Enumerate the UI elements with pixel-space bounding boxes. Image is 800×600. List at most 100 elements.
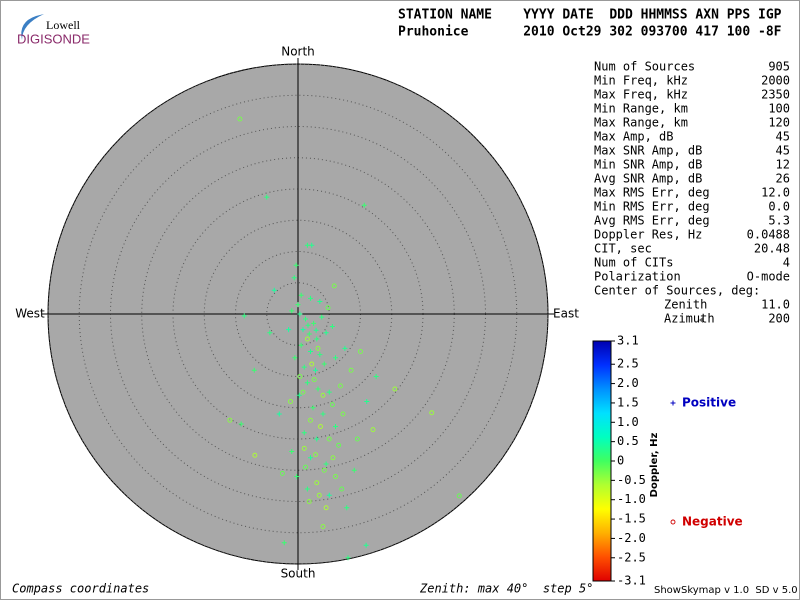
point-circle xyxy=(326,436,332,442)
colorbar-tick-label: -1.5 xyxy=(617,512,646,526)
icon xyxy=(699,317,703,323)
point-plus xyxy=(323,461,329,467)
point-plus xyxy=(317,299,323,304)
point-circle xyxy=(333,474,338,479)
point-plus xyxy=(329,324,335,329)
stat-value: 20.48 xyxy=(754,242,790,256)
point-plus xyxy=(303,316,308,322)
point-plus xyxy=(308,455,313,461)
point-circle xyxy=(330,455,336,461)
point-plus xyxy=(293,262,299,268)
point-circle xyxy=(320,392,326,398)
point-plus xyxy=(291,275,297,281)
stat-value: 2000 xyxy=(761,74,790,88)
point-circle xyxy=(237,116,243,122)
stat-label: Min Freq, kHz xyxy=(594,74,688,88)
point-plus xyxy=(344,505,350,511)
point-circle xyxy=(323,505,329,511)
point-plus xyxy=(238,421,244,427)
colorbar-tick-label: 1.5 xyxy=(617,395,639,409)
point-circle xyxy=(354,436,360,442)
point-circle xyxy=(329,402,335,408)
stat-value: 2350 xyxy=(761,88,790,102)
center-label: Zenith xyxy=(664,298,707,312)
point-circle xyxy=(300,389,306,395)
colorbar-tick-label: 3.1 xyxy=(617,334,639,348)
direction-label: West xyxy=(15,307,45,321)
point-plus xyxy=(276,411,282,417)
point-circle xyxy=(301,445,307,451)
point-plus xyxy=(286,327,292,333)
colorbar-label: Doppler, Hz xyxy=(649,433,660,498)
stat-value: 0.0488 xyxy=(747,228,790,242)
point-circle xyxy=(318,424,323,429)
point-plus xyxy=(320,411,326,417)
colorbar-tick-label: 0.5 xyxy=(617,434,639,448)
stat-value: 45 xyxy=(776,144,790,158)
point-circle xyxy=(321,467,327,473)
center-value: 11.0 xyxy=(761,298,790,312)
point-circle xyxy=(336,442,342,448)
stat-label: Min SNR Amp, dB xyxy=(594,158,702,172)
point-plus xyxy=(300,327,306,333)
point-plus xyxy=(297,311,303,317)
point-plus xyxy=(304,242,310,248)
point-circle xyxy=(314,480,320,486)
point-plus xyxy=(292,355,298,361)
point-circle xyxy=(320,524,326,529)
point-plus xyxy=(308,349,313,354)
direction-label: East xyxy=(553,307,579,321)
stat-label: Max Range, km xyxy=(594,116,688,130)
point-plus xyxy=(304,486,310,492)
legend-label: Negative xyxy=(682,515,743,529)
colorbar-tick-label: -0.5 xyxy=(617,473,646,487)
direction-label: North xyxy=(281,45,315,59)
point-plus xyxy=(323,330,329,336)
point-circle xyxy=(331,283,337,289)
footer-text: ShowSkymap v 1.0 SD v 5.0 xyxy=(654,585,798,596)
stat-value: O-mode xyxy=(747,270,790,284)
point-plus xyxy=(314,436,320,442)
point-circle xyxy=(303,464,308,470)
point-circle xyxy=(316,492,322,498)
stat-label: Doppler Res, Hz xyxy=(594,228,702,242)
point-plus xyxy=(345,555,351,561)
point-plus xyxy=(326,492,332,498)
point-plus xyxy=(281,540,287,546)
center-value: 200 xyxy=(768,312,790,326)
point-circle xyxy=(315,345,321,351)
point-plus xyxy=(298,342,304,348)
stat-value: 120 xyxy=(768,116,790,130)
stat-value: 12.0 xyxy=(761,186,790,200)
point-plus xyxy=(301,364,307,370)
stat-value: 5.3 xyxy=(768,214,790,228)
point-plus xyxy=(319,314,325,320)
point-plus xyxy=(301,430,307,436)
point-plus xyxy=(271,287,277,293)
point-circle xyxy=(313,452,318,458)
stat-value: 905 xyxy=(768,60,790,74)
colorbar-tick-label: 2.5 xyxy=(617,357,639,371)
point-plus xyxy=(251,367,257,373)
colorbar-tick-label: 2.0 xyxy=(617,376,639,390)
stat-label: Max SNR Amp, dB xyxy=(594,144,702,158)
point-circle xyxy=(348,367,354,373)
point-circle xyxy=(456,493,462,499)
colorbar xyxy=(592,340,612,582)
point-plus xyxy=(296,392,302,398)
header-line: STATION NAME YYYY DATE DDD HHMMSS AXN PP… xyxy=(398,8,782,23)
center-label: Azimuth xyxy=(664,312,715,326)
point-plus xyxy=(373,374,379,379)
point-plus xyxy=(294,474,300,479)
colorbar-tick-label: -2.0 xyxy=(617,531,646,545)
point-plus xyxy=(363,542,369,548)
stat-label: Max Amp, dB xyxy=(594,130,673,144)
stat-label: Min Range, km xyxy=(594,102,688,116)
point-plus xyxy=(326,389,332,395)
point-circle xyxy=(311,377,317,383)
point-circle xyxy=(358,349,363,354)
legend-marker xyxy=(670,519,676,525)
point-plus xyxy=(361,202,367,208)
point-plus xyxy=(310,405,316,411)
footer-text: Compass coordinates xyxy=(12,582,149,596)
